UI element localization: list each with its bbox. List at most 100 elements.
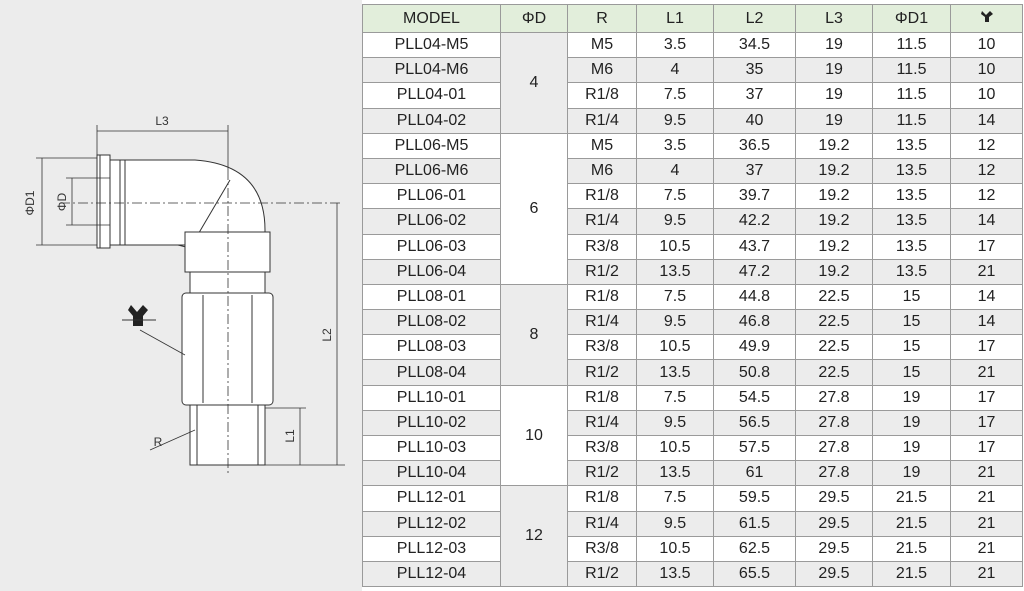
table-row: PLL12-03 R3/8 10.5 62.5 29.5 21.5 21	[362, 535, 1023, 562]
value-cell: 59.5	[713, 485, 796, 512]
value-cell: 4	[636, 57, 714, 84]
value-cell: 10.5	[636, 535, 714, 562]
value-cell: 11.5	[872, 107, 951, 134]
model-cell: PLL06-M5	[362, 132, 501, 159]
value-cell: 21	[950, 359, 1023, 386]
header-cell: ΦD	[500, 4, 568, 33]
value-cell: 13.5	[872, 183, 951, 210]
value-cell: 21	[950, 485, 1023, 512]
value-cell: 21	[950, 460, 1023, 487]
table-row: PLL10-04 R1/2 13.5 61 27.8 19 21	[362, 460, 1023, 487]
value-cell: 10	[950, 82, 1023, 109]
value-cell: 3.5	[636, 31, 714, 59]
value-cell: 13.5	[636, 359, 714, 386]
table-row: PLL06-03 R3/8 10.5 43.7 19.2 13.5 17	[362, 233, 1023, 260]
table-row: PLL10-03 R3/8 10.5 57.5 27.8 19 17	[362, 434, 1023, 462]
table-row: PLL12-01 12 R1/8 7.5 59.5 29.5 21.5 21	[362, 485, 1023, 588]
value-cell: 50.8	[713, 359, 796, 386]
table-row: PLL04-M6 M6 4 35 19 11.5 10	[362, 57, 1023, 84]
drawing: L3 ΦD1 ΦD L2 L1 R	[0, 0, 362, 591]
value-cell: 13.5	[872, 208, 951, 235]
value-cell: 9.5	[636, 409, 714, 437]
header-row: MODEL ΦD R L1 L2 L3 ΦD1	[362, 4, 1023, 33]
value-cell: 19.2	[795, 183, 873, 210]
model-cell: PLL10-04	[362, 460, 501, 487]
value-cell: M6	[567, 157, 637, 185]
value-cell: 7.5	[636, 485, 714, 512]
value-cell: 14	[950, 208, 1023, 235]
diameter-cell: 12	[500, 485, 568, 588]
value-cell: 17	[950, 334, 1023, 361]
table-row: PLL06-02 R1/4 9.5 42.2 19.2 13.5 14	[362, 208, 1023, 235]
value-cell: M6	[567, 57, 637, 84]
table-row: PLL04-M5 4 M5 3.5 34.5 19 11.5 10	[362, 31, 1023, 134]
value-cell: R1/4	[567, 309, 637, 336]
table-row: PLL06-04 R1/2 13.5 47.2 19.2 13.5 21	[362, 258, 1023, 285]
model-cell: PLL06-03	[362, 233, 501, 260]
value-cell: R1/2	[567, 560, 637, 588]
value-cell: 65.5	[713, 560, 796, 588]
value-cell: 19	[872, 409, 951, 437]
value-cell: 37	[713, 157, 796, 185]
value-cell: 22.5	[795, 359, 873, 386]
value-cell: 17	[950, 233, 1023, 260]
value-cell: 15	[872, 334, 951, 361]
value-cell: 13.5	[872, 233, 951, 260]
value-cell: 27.8	[795, 384, 873, 411]
value-cell: 19	[795, 57, 873, 84]
value-cell: 14	[950, 107, 1023, 134]
value-cell: 11.5	[872, 82, 951, 109]
value-cell: 22.5	[795, 309, 873, 336]
value-cell: 9.5	[636, 309, 714, 336]
model-cell: PLL12-03	[362, 535, 501, 562]
value-cell: R1/2	[567, 359, 637, 386]
value-cell: 19.2	[795, 233, 873, 260]
value-cell: R3/8	[567, 535, 637, 562]
value-cell: 19	[795, 107, 873, 134]
header-cell: ΦD1	[872, 4, 951, 33]
value-cell: 15	[872, 283, 951, 311]
value-cell: 9.5	[636, 208, 714, 235]
spec-table: MODEL ΦD R L1 L2 L3 ΦD1 PLL04-M5 4 M5 3.5 34.5 19 11…	[362, 4, 1023, 588]
value-cell: 12	[950, 157, 1023, 185]
table-row: PLL04-01 R1/8 7.5 37 19 11.5 10	[362, 82, 1023, 109]
diameter-cell: 8	[500, 283, 568, 386]
value-cell: 19.2	[795, 208, 873, 235]
value-cell: 42.2	[713, 208, 796, 235]
value-cell: R1/8	[567, 384, 637, 411]
value-cell: 21	[950, 510, 1023, 537]
value-cell: R1/2	[567, 460, 637, 487]
wrench-icon	[980, 11, 993, 22]
diameter-cell: 6	[500, 132, 568, 285]
value-cell: 3.5	[636, 132, 714, 159]
value-cell: 35	[713, 57, 796, 84]
value-cell: 19	[795, 31, 873, 59]
wrench-symbol	[122, 305, 156, 326]
value-cell: 13.5	[636, 560, 714, 588]
value-cell: 7.5	[636, 183, 714, 210]
value-cell: 7.5	[636, 283, 714, 311]
value-cell: R3/8	[567, 434, 637, 462]
value-cell: R1/8	[567, 82, 637, 109]
value-cell: 43.7	[713, 233, 796, 260]
header-cell: L1	[636, 4, 714, 33]
value-cell: 17	[950, 409, 1023, 437]
value-cell: 44.8	[713, 283, 796, 311]
header-cell: MODEL	[362, 4, 501, 33]
value-cell: 21	[950, 258, 1023, 285]
value-cell: R3/8	[567, 334, 637, 361]
value-cell: 36.5	[713, 132, 796, 159]
model-cell: PLL12-04	[362, 560, 501, 588]
value-cell: 19	[795, 82, 873, 109]
model-cell: PLL10-02	[362, 409, 501, 437]
value-cell: 34.5	[713, 31, 796, 59]
value-cell: 7.5	[636, 384, 714, 411]
dim-label: L3	[155, 114, 169, 128]
table-row: PLL12-04 R1/2 13.5 65.5 29.5 21.5 21	[362, 560, 1023, 588]
value-cell: 9.5	[636, 107, 714, 134]
value-cell: 40	[713, 107, 796, 134]
value-cell: R1/8	[567, 283, 637, 311]
table-row: PLL10-02 R1/4 9.5 56.5 27.8 19 17	[362, 409, 1023, 437]
dim-label: L1	[283, 429, 297, 443]
table-row: PLL08-02 R1/4 9.5 46.8 22.5 15 14	[362, 309, 1023, 336]
